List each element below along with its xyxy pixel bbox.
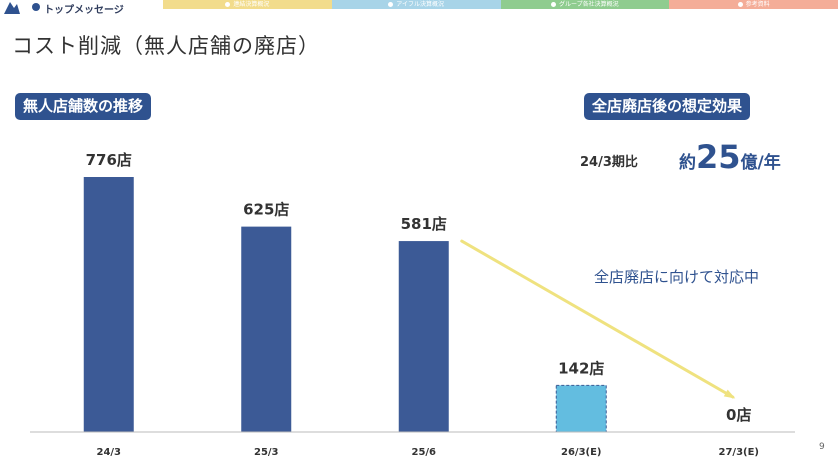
effect-number: 25 bbox=[696, 138, 741, 176]
page-title: コスト削減（無人店舗の廃店） bbox=[12, 34, 320, 58]
x-tick-label: 26/3(E) bbox=[561, 447, 602, 458]
x-tick-label: 27/3(E) bbox=[719, 447, 760, 458]
x-tick-label: 25/3 bbox=[254, 447, 279, 458]
data-label: 581店 bbox=[401, 215, 447, 233]
effect-title-badge: 全店廃店後の想定効果 bbox=[584, 93, 751, 120]
x-tick-label: 24/3 bbox=[96, 447, 121, 458]
top-navigation: トップメッセージ 連結決算概況 アイフル決算概況 グループ各社決算概況 参考資料 bbox=[0, 0, 838, 16]
effect-unit: 億/年 bbox=[740, 153, 781, 173]
tab-consolidated-label: 連結決算概況 bbox=[233, 1, 270, 8]
tab-top-message-label: トップメッセージ bbox=[44, 5, 124, 16]
tab-aiful-label: アイフル決算概況 bbox=[396, 1, 444, 8]
tab-group-companies[interactable]: グループ各社決算概況 bbox=[500, 0, 670, 9]
effect-value: 約25億/年 bbox=[679, 138, 781, 176]
chart-title-badge: 無人店舗数の推移 bbox=[15, 93, 152, 120]
page-number: 9 bbox=[819, 442, 825, 452]
logo-icon bbox=[4, 2, 20, 14]
bullet-icon bbox=[32, 3, 40, 11]
status-note: 全店廃店に向けて対応中 bbox=[594, 268, 760, 286]
tab-consolidated[interactable]: 連結決算概況 bbox=[163, 0, 332, 9]
tab-top-message[interactable]: トップメッセージ bbox=[0, 0, 163, 16]
effect-prefix: 約 bbox=[679, 153, 696, 173]
tab-reference[interactable]: 参考資料 bbox=[669, 0, 838, 9]
x-tick-label: 25/6 bbox=[411, 447, 436, 458]
comparison-label: 24/3期比 bbox=[580, 155, 638, 170]
bar-25/3 bbox=[241, 226, 292, 432]
bullet-icon bbox=[225, 2, 231, 7]
bar-25/6 bbox=[398, 241, 449, 432]
tab-aiful[interactable]: アイフル決算概況 bbox=[331, 0, 501, 9]
data-label: 776店 bbox=[86, 151, 132, 169]
bullet-icon bbox=[737, 2, 743, 7]
bar-26/3(E) bbox=[555, 384, 607, 433]
trend-arrow-head bbox=[723, 389, 736, 399]
bar-24/3 bbox=[83, 177, 134, 432]
tab-reference-label: 参考資料 bbox=[745, 1, 770, 8]
data-label: 142店 bbox=[558, 359, 604, 377]
data-label: 625店 bbox=[243, 201, 289, 219]
bullet-icon bbox=[388, 2, 394, 7]
tab-group-companies-label: グループ各社決算概況 bbox=[559, 1, 619, 8]
bullet-icon bbox=[551, 2, 557, 7]
trend-arrow-line bbox=[460, 239, 735, 399]
data-label: 0店 bbox=[726, 406, 751, 424]
